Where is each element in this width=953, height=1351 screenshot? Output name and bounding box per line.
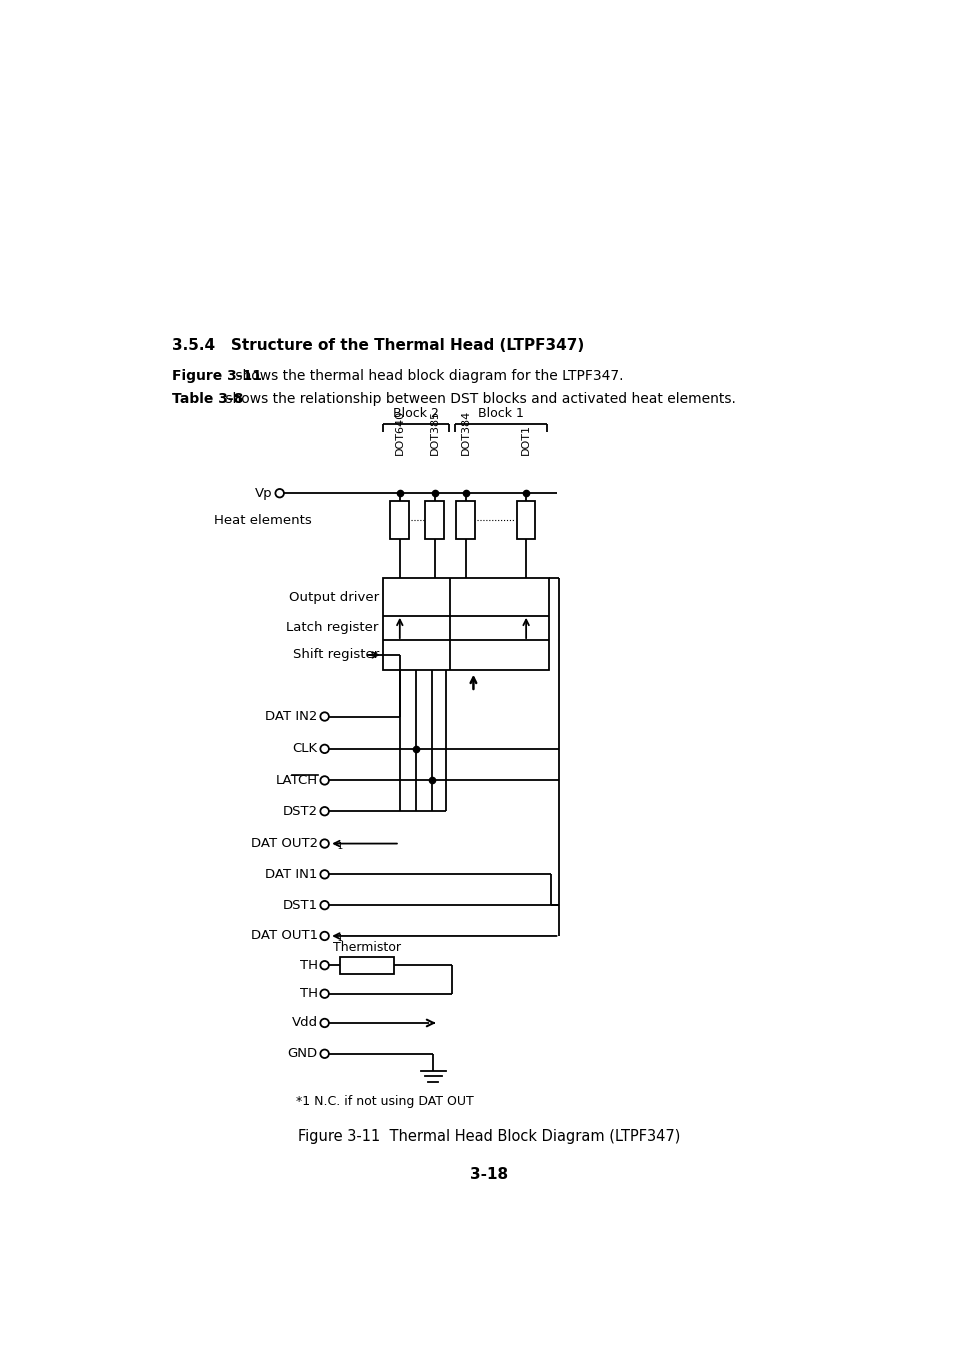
Text: Thermistor: Thermistor: [333, 940, 401, 954]
Text: Block 1: Block 1: [477, 407, 523, 420]
Bar: [456, 501, 475, 539]
Text: Heat elements: Heat elements: [213, 513, 311, 527]
Text: DAT OUT1: DAT OUT1: [251, 929, 317, 943]
Text: DOT385: DOT385: [429, 409, 439, 455]
Text: shows the thermal head block diagram for the LTPF347.: shows the thermal head block diagram for…: [231, 369, 622, 384]
Text: Latch register: Latch register: [286, 621, 378, 635]
Text: DOT640: DOT640: [395, 409, 404, 455]
Text: Figure 3-11  Thermal Head Block Diagram (LTPF347): Figure 3-11 Thermal Head Block Diagram (…: [297, 1128, 679, 1144]
Text: *1 N.C. if not using DAT OUT: *1 N.C. if not using DAT OUT: [295, 1096, 474, 1108]
Bar: [517, 501, 535, 539]
Text: TH: TH: [299, 988, 317, 1000]
Text: Vp: Vp: [254, 486, 273, 500]
Bar: [382, 578, 549, 670]
Text: *1: *1: [334, 842, 344, 851]
Text: DAT IN2: DAT IN2: [265, 711, 317, 723]
Text: GND: GND: [287, 1047, 317, 1061]
Bar: [340, 957, 394, 974]
Bar: [425, 501, 443, 539]
Text: LATCH: LATCH: [275, 774, 317, 786]
Text: DOT384: DOT384: [460, 409, 470, 455]
Text: Block 2: Block 2: [393, 407, 438, 420]
Text: Output driver: Output driver: [289, 590, 378, 604]
Bar: [390, 501, 409, 539]
Text: shows the relationship between DST blocks and activated heat elements.: shows the relationship between DST block…: [220, 392, 735, 407]
Text: DST2: DST2: [282, 805, 317, 817]
Text: *1: *1: [334, 935, 344, 943]
Text: 3-18: 3-18: [470, 1167, 507, 1182]
Text: CLK: CLK: [293, 742, 317, 755]
Text: DST1: DST1: [282, 898, 317, 912]
Text: Table 3-8: Table 3-8: [172, 392, 243, 407]
Text: Figure 3-11: Figure 3-11: [172, 369, 262, 384]
Text: DOT1: DOT1: [520, 424, 531, 455]
Text: Vdd: Vdd: [292, 1016, 317, 1029]
Text: Shift register: Shift register: [293, 648, 378, 662]
Text: TH: TH: [299, 959, 317, 971]
Text: DAT IN1: DAT IN1: [265, 867, 317, 881]
Text: DAT OUT2: DAT OUT2: [251, 838, 317, 850]
Text: 3.5.4   Structure of the Thermal Head (LTPF347): 3.5.4 Structure of the Thermal Head (LTP…: [172, 338, 583, 353]
